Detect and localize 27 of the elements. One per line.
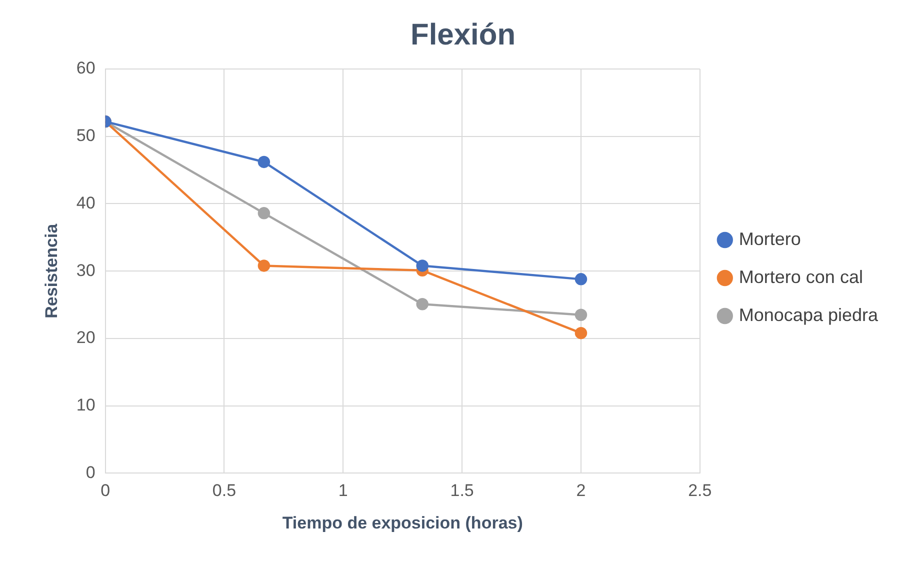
point xyxy=(574,308,588,322)
y-tick-label: 50 xyxy=(76,126,96,146)
y-tick-label: 40 xyxy=(76,193,96,212)
x-tick-label: 2 xyxy=(576,481,586,500)
x-axis-title: Tiempo de exposicion (horas) xyxy=(282,513,523,532)
y-tick-label: 10 xyxy=(76,396,96,415)
point xyxy=(258,260,270,272)
point xyxy=(258,156,270,168)
x-tick-label: 0.5 xyxy=(212,481,236,500)
y-tick-label: 20 xyxy=(76,328,96,348)
point xyxy=(258,207,270,220)
legend-label: Monocapa piedra xyxy=(738,304,879,325)
x-tick-label: 2.5 xyxy=(688,481,712,500)
point xyxy=(416,298,428,310)
y-axis-title: Resistencia xyxy=(42,223,61,318)
x-tick-label: 1 xyxy=(338,481,348,500)
x-tick-label: 0 xyxy=(100,481,110,500)
legend-label: Mortero con cal xyxy=(738,266,863,287)
point xyxy=(574,326,588,340)
point xyxy=(574,273,588,286)
point xyxy=(416,260,428,272)
chart-title: Flexión xyxy=(410,18,516,52)
y-tick-label: 30 xyxy=(76,260,96,280)
legend-label: Mortero xyxy=(738,228,801,249)
y-tick-label: 60 xyxy=(76,58,96,78)
x-tick-label: 1.5 xyxy=(450,481,474,500)
y-tick-label: 0 xyxy=(86,462,96,482)
